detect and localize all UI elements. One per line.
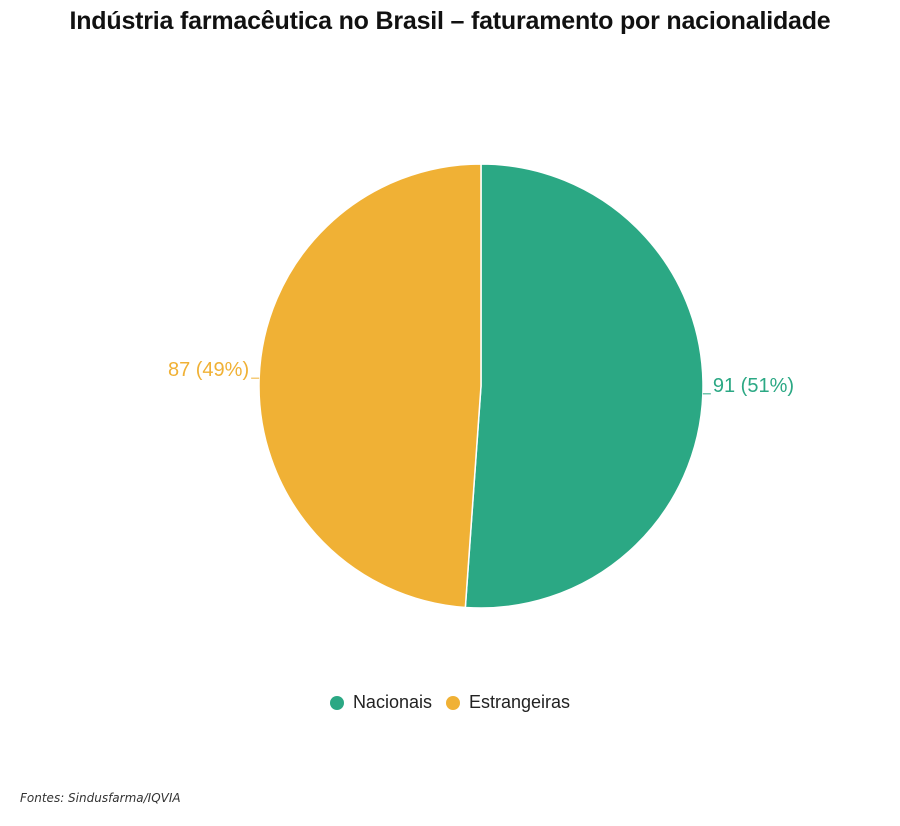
legend-label-nacionais: Nacionais [352, 692, 432, 712]
data-label-estrangeiras: 87 (49%) [168, 359, 249, 381]
legend-swatch-estrangeiras [445, 695, 460, 710]
pie-slice-estrangeiras[interactable] [258, 163, 482, 609]
legend-item-estrangeiras[interactable]: Estrangeiras [445, 692, 571, 713]
chart-legend: Nacionais Estrangeiras [0, 692, 900, 713]
legend-swatch-nacionais [329, 695, 344, 710]
legend-item-nacionais[interactable]: Nacionais [329, 692, 432, 713]
legend-label-estrangeiras: Estrangeiras [468, 692, 571, 712]
data-label-nacionais: 91 (51%) [713, 375, 794, 397]
chart-title: Indústria farmacêutica no Brasil – fatur… [69, 7, 831, 35]
pie-slice-nacionais[interactable] [464, 163, 704, 609]
source-note: Fontes: Sindusfarma/IQVIA [20, 791, 181, 805]
